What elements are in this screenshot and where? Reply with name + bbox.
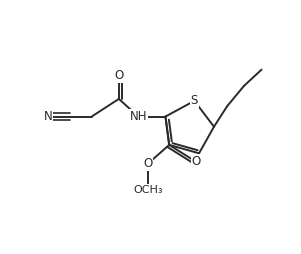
Text: S: S — [191, 94, 198, 107]
Text: NH: NH — [130, 110, 147, 123]
Text: O: O — [143, 157, 152, 170]
Text: O: O — [192, 155, 201, 168]
Text: O: O — [114, 69, 123, 82]
Text: OCH₃: OCH₃ — [133, 185, 163, 195]
Text: N: N — [44, 110, 52, 123]
